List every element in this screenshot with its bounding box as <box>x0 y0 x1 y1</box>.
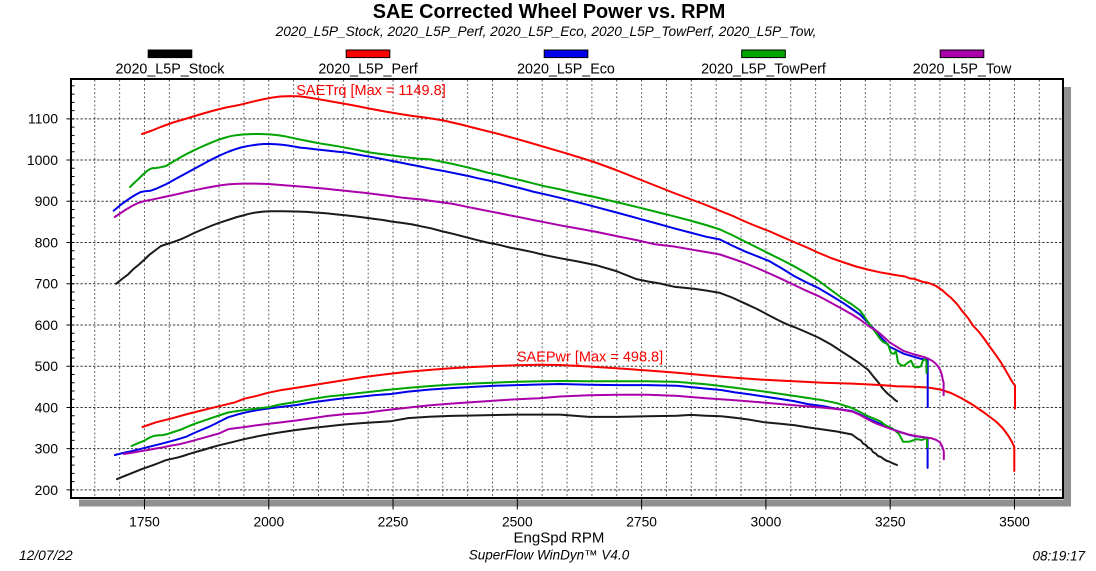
svg-text:12/07/22: 12/07/22 <box>19 548 73 563</box>
svg-text:1000: 1000 <box>27 152 58 168</box>
svg-text:2000: 2000 <box>253 515 284 530</box>
svg-text:2250: 2250 <box>378 515 409 530</box>
svg-text:600: 600 <box>35 317 59 333</box>
svg-text:300: 300 <box>35 441 59 457</box>
svg-text:SAE Corrected Wheel Power vs.: SAE Corrected Wheel Power vs. RPM <box>373 1 726 23</box>
svg-text:500: 500 <box>35 358 59 374</box>
svg-text:2020_L5P_Tow: 2020_L5P_Tow <box>913 62 1012 78</box>
svg-text:200: 200 <box>35 482 59 498</box>
svg-text:2500: 2500 <box>502 515 533 530</box>
svg-text:SuperFlow WinDyn™ V4.0: SuperFlow WinDyn™ V4.0 <box>469 548 630 563</box>
svg-text:2020_L5P_Eco: 2020_L5P_Eco <box>517 62 615 78</box>
svg-text:2020_L5P_Stock: 2020_L5P_Stock <box>116 62 226 78</box>
svg-text:3500: 3500 <box>999 515 1030 530</box>
svg-text:1750: 1750 <box>129 515 160 530</box>
svg-text:900: 900 <box>35 193 59 209</box>
svg-text:2020_L5P_Perf: 2020_L5P_Perf <box>318 62 417 78</box>
svg-text:SAEPwr [Max = 498.8]: SAEPwr [Max = 498.8] <box>517 350 663 366</box>
svg-text:08:19:17: 08:19:17 <box>1032 549 1085 564</box>
svg-text:400: 400 <box>35 399 59 415</box>
svg-text:1100: 1100 <box>28 111 58 127</box>
svg-text:700: 700 <box>35 276 59 292</box>
svg-text:3000: 3000 <box>751 515 782 530</box>
svg-text:SAETrq [Max = 1149.8]: SAETrq [Max = 1149.8] <box>296 83 446 99</box>
svg-text:2020_L5P_TowPerf: 2020_L5P_TowPerf <box>701 62 826 78</box>
svg-text:2020_L5P_Stock, 2020_L5P_Perf,: 2020_L5P_Stock, 2020_L5P_Perf, 2020_L5P_… <box>275 24 817 39</box>
svg-text:800: 800 <box>35 234 59 250</box>
svg-text:2750: 2750 <box>626 515 657 530</box>
svg-text:EngSpd RPM: EngSpd RPM <box>514 530 605 547</box>
svg-text:3250: 3250 <box>875 515 906 530</box>
